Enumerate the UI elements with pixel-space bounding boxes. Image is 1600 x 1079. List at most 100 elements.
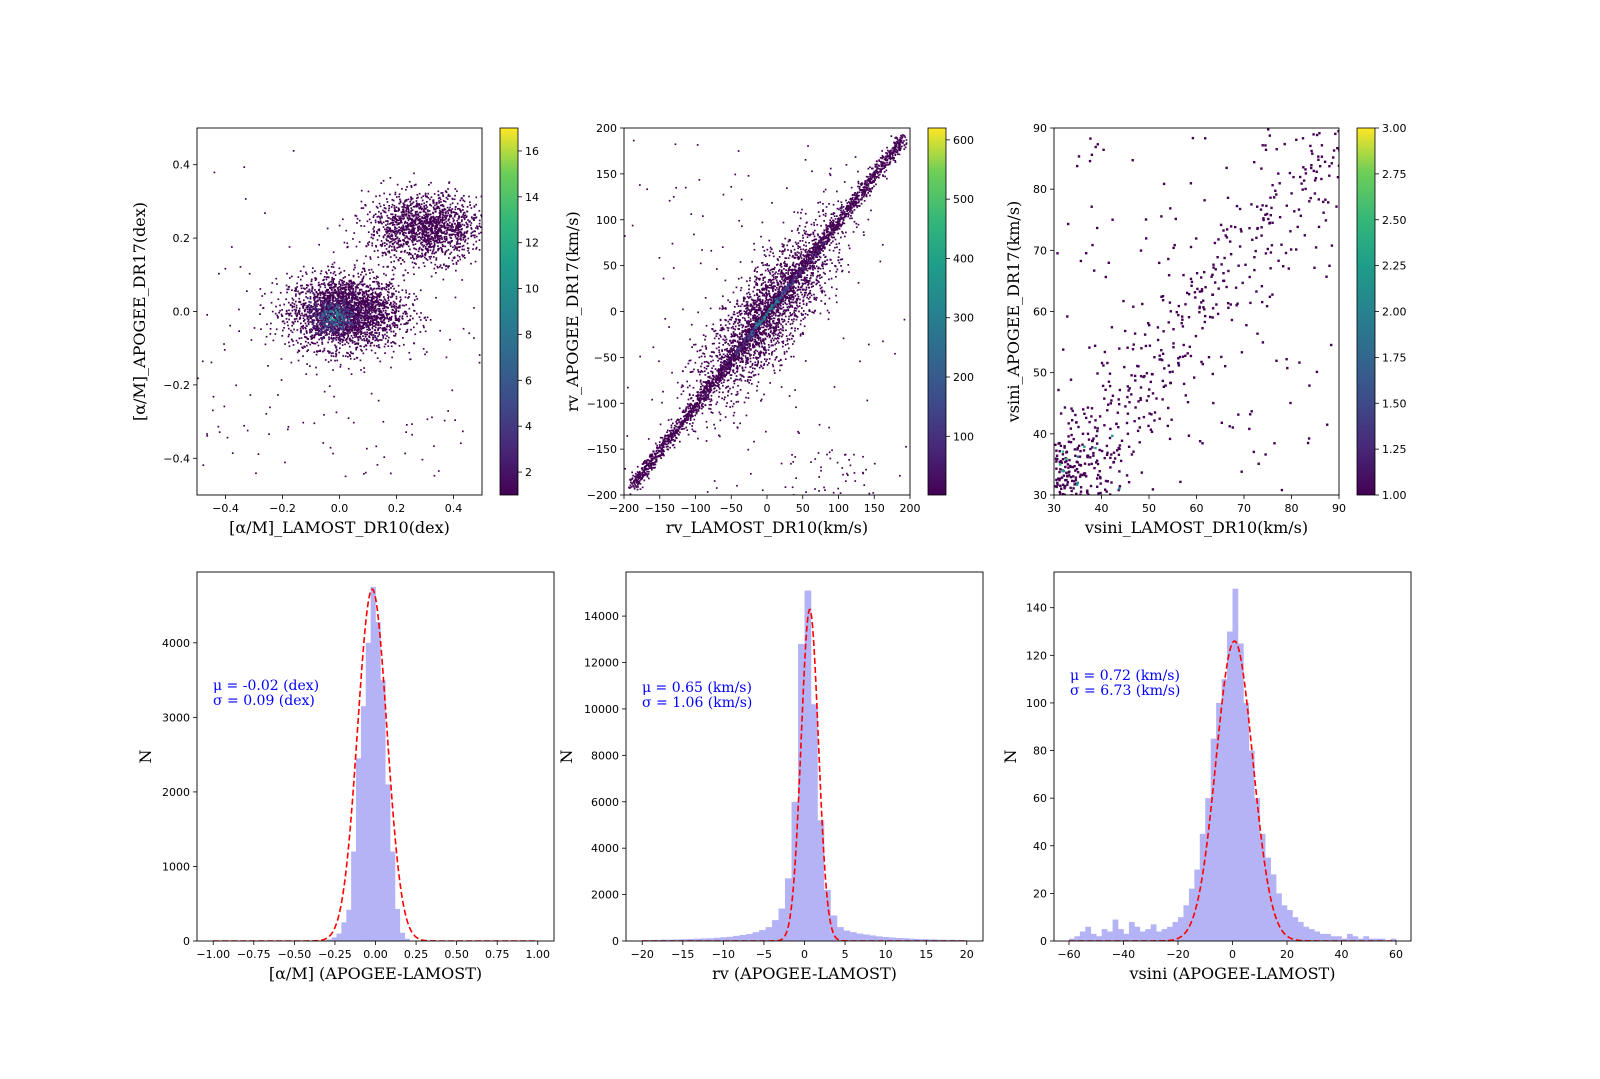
data-point (445, 191, 448, 194)
data-point (319, 315, 322, 317)
data-point (399, 244, 402, 247)
data-point (325, 271, 327, 273)
data-point (357, 316, 359, 318)
data-point (435, 220, 438, 223)
data-point (475, 248, 477, 250)
data-point (296, 351, 299, 354)
data-point (418, 207, 421, 210)
data-point (333, 309, 335, 311)
data-point (386, 284, 388, 287)
data-point (338, 286, 341, 288)
data-point (444, 233, 447, 235)
data-point (425, 243, 428, 246)
data-point (473, 307, 475, 309)
data-point (470, 222, 473, 224)
density-cell (326, 321, 329, 323)
data-point (363, 296, 366, 298)
data-point (399, 240, 402, 242)
data-point (429, 223, 431, 226)
data-point (371, 293, 373, 296)
data-point (394, 315, 397, 318)
data-point (364, 331, 366, 334)
data-point (386, 236, 389, 238)
data-point (407, 319, 410, 322)
data-point (366, 220, 369, 223)
data-point (424, 227, 427, 229)
data-point (382, 209, 384, 212)
data-point (466, 210, 469, 213)
data-point (478, 210, 481, 212)
density-cell (330, 321, 333, 324)
data-point (346, 300, 349, 303)
data-point (669, 442, 672, 444)
data-point (388, 227, 390, 229)
data-point (411, 233, 413, 235)
data-point (379, 311, 381, 313)
data-point (422, 324, 425, 327)
data-point (454, 419, 456, 421)
data-point (395, 303, 398, 305)
data-point (319, 303, 322, 306)
data-point (307, 322, 310, 325)
data-point (393, 207, 396, 209)
data-point (460, 239, 462, 241)
data-point (398, 229, 401, 231)
data-point (408, 253, 410, 256)
data-point (401, 230, 404, 233)
data-point (442, 232, 444, 235)
data-point (419, 207, 422, 210)
data-point (370, 221, 372, 224)
data-point (385, 312, 388, 315)
data-point (364, 312, 366, 314)
colorbar-tick-label: 8 (525, 328, 532, 341)
data-point (376, 283, 379, 285)
data-point (427, 210, 429, 213)
data-point (291, 306, 294, 309)
density-cell (320, 329, 323, 332)
density-cell (336, 298, 339, 300)
data-point (449, 221, 451, 224)
density-cell (321, 314, 324, 316)
density-cell (322, 320, 325, 323)
data-point (358, 316, 361, 319)
data-point (367, 295, 369, 298)
density-cell (343, 299, 346, 302)
data-point (365, 309, 368, 312)
data-point (478, 225, 481, 227)
data-point (439, 198, 442, 201)
density-cell (334, 322, 337, 325)
data-point (257, 453, 260, 455)
data-point (372, 336, 375, 339)
data-point (427, 241, 430, 243)
data-point (415, 216, 418, 218)
data-point (326, 302, 328, 305)
data-point (411, 228, 413, 230)
data-point (357, 311, 359, 314)
data-point (445, 268, 447, 271)
data-point (416, 240, 419, 243)
data-point (416, 322, 418, 325)
data-point (357, 299, 359, 301)
data-point (335, 336, 338, 339)
data-point (391, 312, 394, 314)
density-cell (365, 313, 368, 316)
data-point (335, 339, 338, 341)
data-point (401, 214, 403, 217)
data-point (371, 295, 374, 297)
data-point (414, 253, 416, 255)
data-point (382, 316, 385, 318)
data-point (457, 238, 459, 241)
data-point (402, 274, 404, 277)
data-point (415, 231, 418, 234)
data-point (326, 272, 328, 275)
data-point (411, 230, 414, 233)
data-point (321, 317, 324, 319)
data-point (394, 228, 396, 231)
data-point (292, 344, 295, 346)
data-point (369, 211, 371, 213)
data-point (425, 239, 427, 242)
data-point (314, 279, 317, 281)
data-point (386, 243, 388, 246)
data-point (382, 328, 384, 330)
data-point (377, 215, 380, 218)
